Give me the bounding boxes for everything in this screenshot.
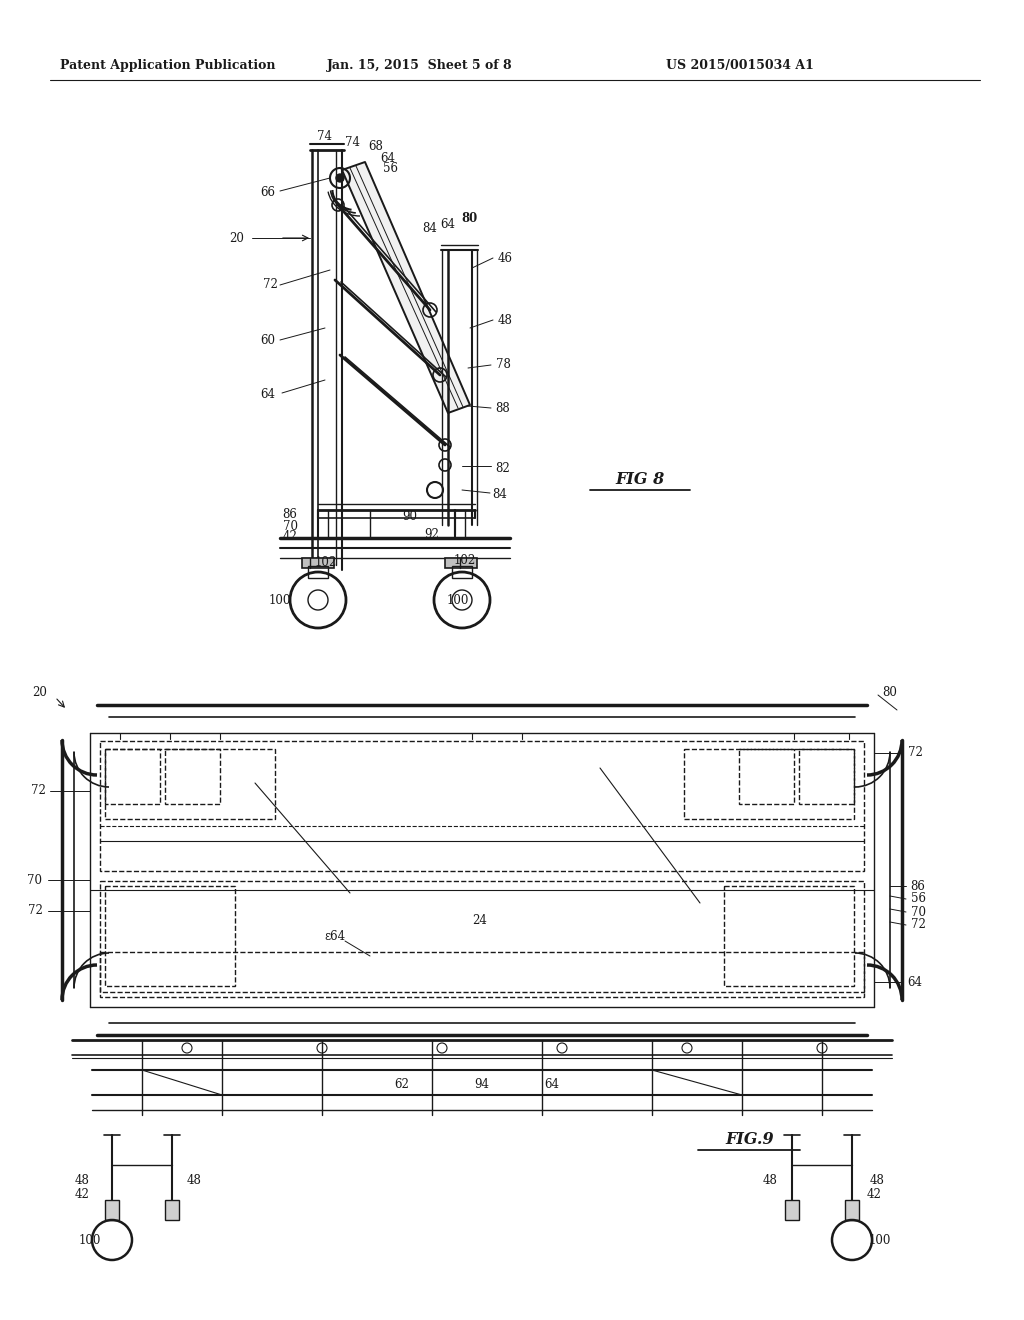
Bar bbox=[845, 1200, 859, 1220]
Text: 100: 100 bbox=[446, 594, 469, 606]
Bar bbox=[105, 886, 234, 986]
Text: 82: 82 bbox=[496, 462, 510, 474]
Text: 78: 78 bbox=[496, 359, 510, 371]
Text: 46: 46 bbox=[498, 252, 512, 264]
Bar bbox=[308, 566, 328, 578]
Text: 56: 56 bbox=[383, 162, 397, 176]
Text: 64: 64 bbox=[545, 1078, 559, 1092]
Text: 72: 72 bbox=[31, 784, 45, 797]
Text: US 2015/0015034 A1: US 2015/0015034 A1 bbox=[666, 58, 814, 71]
Text: 86: 86 bbox=[910, 879, 926, 892]
Text: 48: 48 bbox=[75, 1173, 89, 1187]
Text: FIG.9: FIG.9 bbox=[726, 1131, 774, 1148]
Bar bbox=[165, 748, 220, 804]
Text: 42: 42 bbox=[283, 531, 297, 544]
Text: 100: 100 bbox=[79, 1233, 101, 1246]
Text: 64: 64 bbox=[260, 388, 275, 401]
Text: 72: 72 bbox=[907, 747, 923, 759]
Bar bbox=[100, 741, 864, 871]
Text: 102: 102 bbox=[454, 554, 476, 568]
Text: 64: 64 bbox=[440, 219, 456, 231]
Text: 102: 102 bbox=[314, 556, 337, 569]
Bar bbox=[785, 1200, 799, 1220]
Circle shape bbox=[336, 174, 344, 182]
Text: 62: 62 bbox=[394, 1078, 410, 1092]
Text: 48: 48 bbox=[763, 1173, 777, 1187]
Text: 72: 72 bbox=[262, 279, 278, 292]
Text: 80: 80 bbox=[883, 686, 897, 700]
Text: 70: 70 bbox=[283, 520, 298, 532]
Text: 70: 70 bbox=[28, 874, 43, 887]
Text: 24: 24 bbox=[472, 913, 487, 927]
Text: 74: 74 bbox=[317, 129, 333, 143]
Text: 86: 86 bbox=[283, 508, 297, 521]
Bar bbox=[302, 558, 334, 568]
Bar bbox=[100, 880, 864, 997]
Text: 100: 100 bbox=[269, 594, 291, 606]
Text: 56: 56 bbox=[910, 892, 926, 906]
Text: 92: 92 bbox=[425, 528, 439, 540]
Text: 94: 94 bbox=[474, 1078, 489, 1092]
Text: 66: 66 bbox=[260, 186, 275, 199]
Text: 90: 90 bbox=[402, 511, 418, 524]
Text: Patent Application Publication: Patent Application Publication bbox=[60, 58, 275, 71]
Bar bbox=[799, 748, 854, 804]
Bar bbox=[105, 1200, 119, 1220]
Text: ε64: ε64 bbox=[325, 929, 345, 942]
Text: 74: 74 bbox=[345, 136, 360, 149]
Bar bbox=[105, 748, 275, 818]
Text: 68: 68 bbox=[369, 140, 383, 153]
Polygon shape bbox=[342, 162, 470, 413]
Text: 84: 84 bbox=[423, 222, 437, 235]
Text: 80: 80 bbox=[462, 211, 478, 224]
Text: 48: 48 bbox=[869, 1173, 885, 1187]
Text: 64: 64 bbox=[907, 975, 923, 989]
Text: 42: 42 bbox=[866, 1188, 882, 1201]
Text: 48: 48 bbox=[186, 1173, 202, 1187]
Bar bbox=[724, 886, 854, 986]
Text: 70: 70 bbox=[910, 906, 926, 919]
Bar bbox=[684, 748, 854, 818]
Text: 72: 72 bbox=[910, 919, 926, 932]
Text: 84: 84 bbox=[493, 488, 508, 502]
Text: 64: 64 bbox=[381, 152, 395, 165]
Text: Jan. 15, 2015  Sheet 5 of 8: Jan. 15, 2015 Sheet 5 of 8 bbox=[328, 58, 513, 71]
Text: 100: 100 bbox=[868, 1233, 891, 1246]
Text: 20: 20 bbox=[229, 231, 245, 244]
Bar bbox=[739, 748, 794, 804]
Text: 60: 60 bbox=[260, 334, 275, 346]
Text: 88: 88 bbox=[496, 401, 510, 414]
Bar bbox=[165, 1200, 179, 1220]
Bar bbox=[100, 952, 864, 993]
Text: FIG 8: FIG 8 bbox=[615, 471, 665, 488]
Bar bbox=[445, 558, 477, 568]
Bar bbox=[452, 566, 472, 578]
Text: 72: 72 bbox=[28, 904, 42, 917]
Text: 42: 42 bbox=[75, 1188, 89, 1201]
Text: 20: 20 bbox=[33, 686, 47, 700]
Bar bbox=[105, 748, 160, 804]
Text: 48: 48 bbox=[498, 314, 512, 326]
